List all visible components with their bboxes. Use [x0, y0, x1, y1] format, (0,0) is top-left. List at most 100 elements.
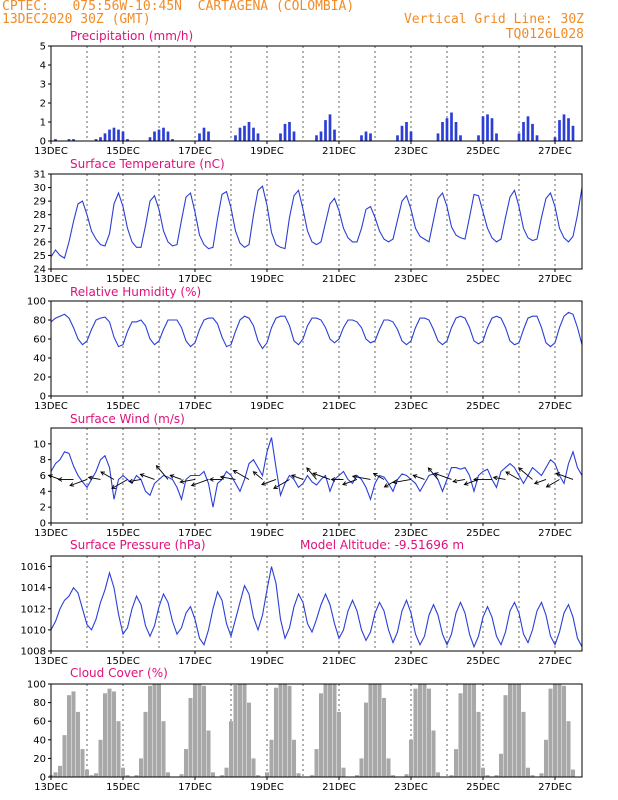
data-line — [50, 185, 583, 259]
wind-arrow-head — [190, 482, 196, 487]
data-bar — [386, 758, 391, 777]
x-tick-label: 27DEC — [538, 146, 572, 157]
data-bar — [522, 122, 525, 141]
data-bar — [188, 697, 193, 777]
x-tick-label: 25DEC — [466, 782, 500, 793]
y-tick-label: 10 — [33, 439, 46, 450]
data-bar — [153, 131, 156, 141]
wind-arrow-head — [306, 467, 311, 472]
y-tick-label: 1008 — [21, 647, 46, 658]
wind-arrow-head — [463, 481, 469, 486]
data-bar — [441, 122, 444, 141]
panel-frame — [50, 427, 583, 524]
y-tick-label: 60 — [33, 717, 46, 728]
data-bar — [103, 133, 107, 141]
data-bar — [354, 775, 360, 777]
wind-arrow — [393, 479, 412, 484]
data-bar — [413, 688, 418, 777]
y-tick-label: 5 — [40, 42, 46, 53]
data-bar — [228, 721, 234, 777]
wind-arrow-head — [111, 484, 116, 489]
data-bar — [309, 775, 315, 777]
data-bar — [570, 769, 576, 777]
x-tick-label: 13DEC — [34, 274, 68, 285]
data-bar — [255, 775, 261, 777]
data-bar — [201, 685, 207, 777]
data-bar — [108, 129, 111, 141]
data-bar — [283, 123, 287, 141]
data-bar — [422, 684, 427, 777]
wind-arrow-head — [351, 474, 357, 480]
wind-arrow-head — [155, 464, 161, 470]
data-line — [50, 437, 583, 508]
x-tick-label: 21DEC — [322, 146, 356, 157]
wind-arrow-head — [473, 477, 478, 482]
wind-arrow — [180, 479, 196, 483]
data-bar — [512, 684, 517, 777]
x-tick-label: 27DEC — [538, 528, 572, 539]
x-tick-label: 21DEC — [322, 274, 356, 285]
data-bar — [126, 139, 129, 141]
wind-arrow — [428, 467, 439, 480]
data-bar — [409, 131, 413, 141]
data-bar — [459, 135, 462, 141]
wind-arrow — [453, 479, 466, 482]
x-tick-label: 15DEC — [106, 146, 140, 157]
data-bar — [292, 131, 296, 141]
data-bar — [435, 772, 441, 777]
x-tick-label: 25DEC — [466, 274, 500, 285]
data-bar — [57, 765, 63, 777]
data-bar — [252, 127, 255, 141]
wind-arrow — [253, 471, 263, 480]
data-bar — [562, 114, 566, 141]
x-tick-label: 15DEC — [106, 401, 140, 412]
y-tick-label: 28 — [33, 210, 46, 221]
y-tick-label: 2 — [40, 99, 46, 110]
data-bar — [341, 767, 346, 777]
wind-arrow — [434, 472, 452, 480]
y-tick-label: 6 — [40, 471, 46, 482]
x-tick-label: 17DEC — [178, 528, 212, 539]
wind-arrow — [273, 479, 290, 489]
panel-title: Precipitation (mm/h) — [70, 29, 193, 43]
data-bar — [498, 753, 504, 777]
wind-arrow-head — [87, 475, 93, 481]
data-bar — [121, 131, 125, 141]
wind-arrow — [312, 472, 331, 480]
x-tick-label: 13DEC — [34, 782, 68, 793]
wind-arrow — [555, 472, 574, 480]
data-bar — [162, 127, 165, 141]
panel-4: 1008 1010 1012 1014 1016 13DEC 15DEC 17DEC 19DEC… — [21, 538, 583, 667]
data-bar — [107, 688, 112, 777]
data-bar — [557, 684, 562, 777]
data-bar — [147, 685, 153, 777]
data-bar — [408, 739, 414, 777]
data-bar — [360, 135, 363, 141]
data-bar — [120, 767, 126, 777]
wind-arrow-head — [533, 480, 539, 485]
data-bar — [53, 772, 58, 777]
data-bar — [66, 695, 72, 777]
wind-arrow — [100, 471, 115, 480]
data-bar — [117, 129, 120, 141]
data-bar — [256, 133, 260, 141]
wind-arrow-head — [427, 467, 433, 472]
x-tick-label: 21DEC — [322, 782, 356, 793]
y-tick-label: 20 — [33, 373, 46, 384]
y-tick-label: 4 — [40, 487, 46, 498]
panel-frame — [50, 300, 583, 397]
panel-frame — [50, 173, 583, 270]
data-bar — [157, 129, 161, 141]
wind-arrow-head — [219, 475, 225, 480]
data-bar — [166, 131, 170, 141]
wind-arrow — [191, 479, 209, 487]
data-bar — [237, 684, 243, 777]
data-bar — [134, 775, 139, 777]
wind-arrow — [220, 476, 236, 480]
data-bar — [80, 749, 85, 777]
x-tick-label: 23DEC — [394, 782, 428, 793]
data-bar — [558, 120, 561, 141]
y-tick-label: 31 — [33, 170, 46, 181]
data-bar — [102, 693, 108, 777]
x-tick-label: 15DEC — [106, 782, 140, 793]
